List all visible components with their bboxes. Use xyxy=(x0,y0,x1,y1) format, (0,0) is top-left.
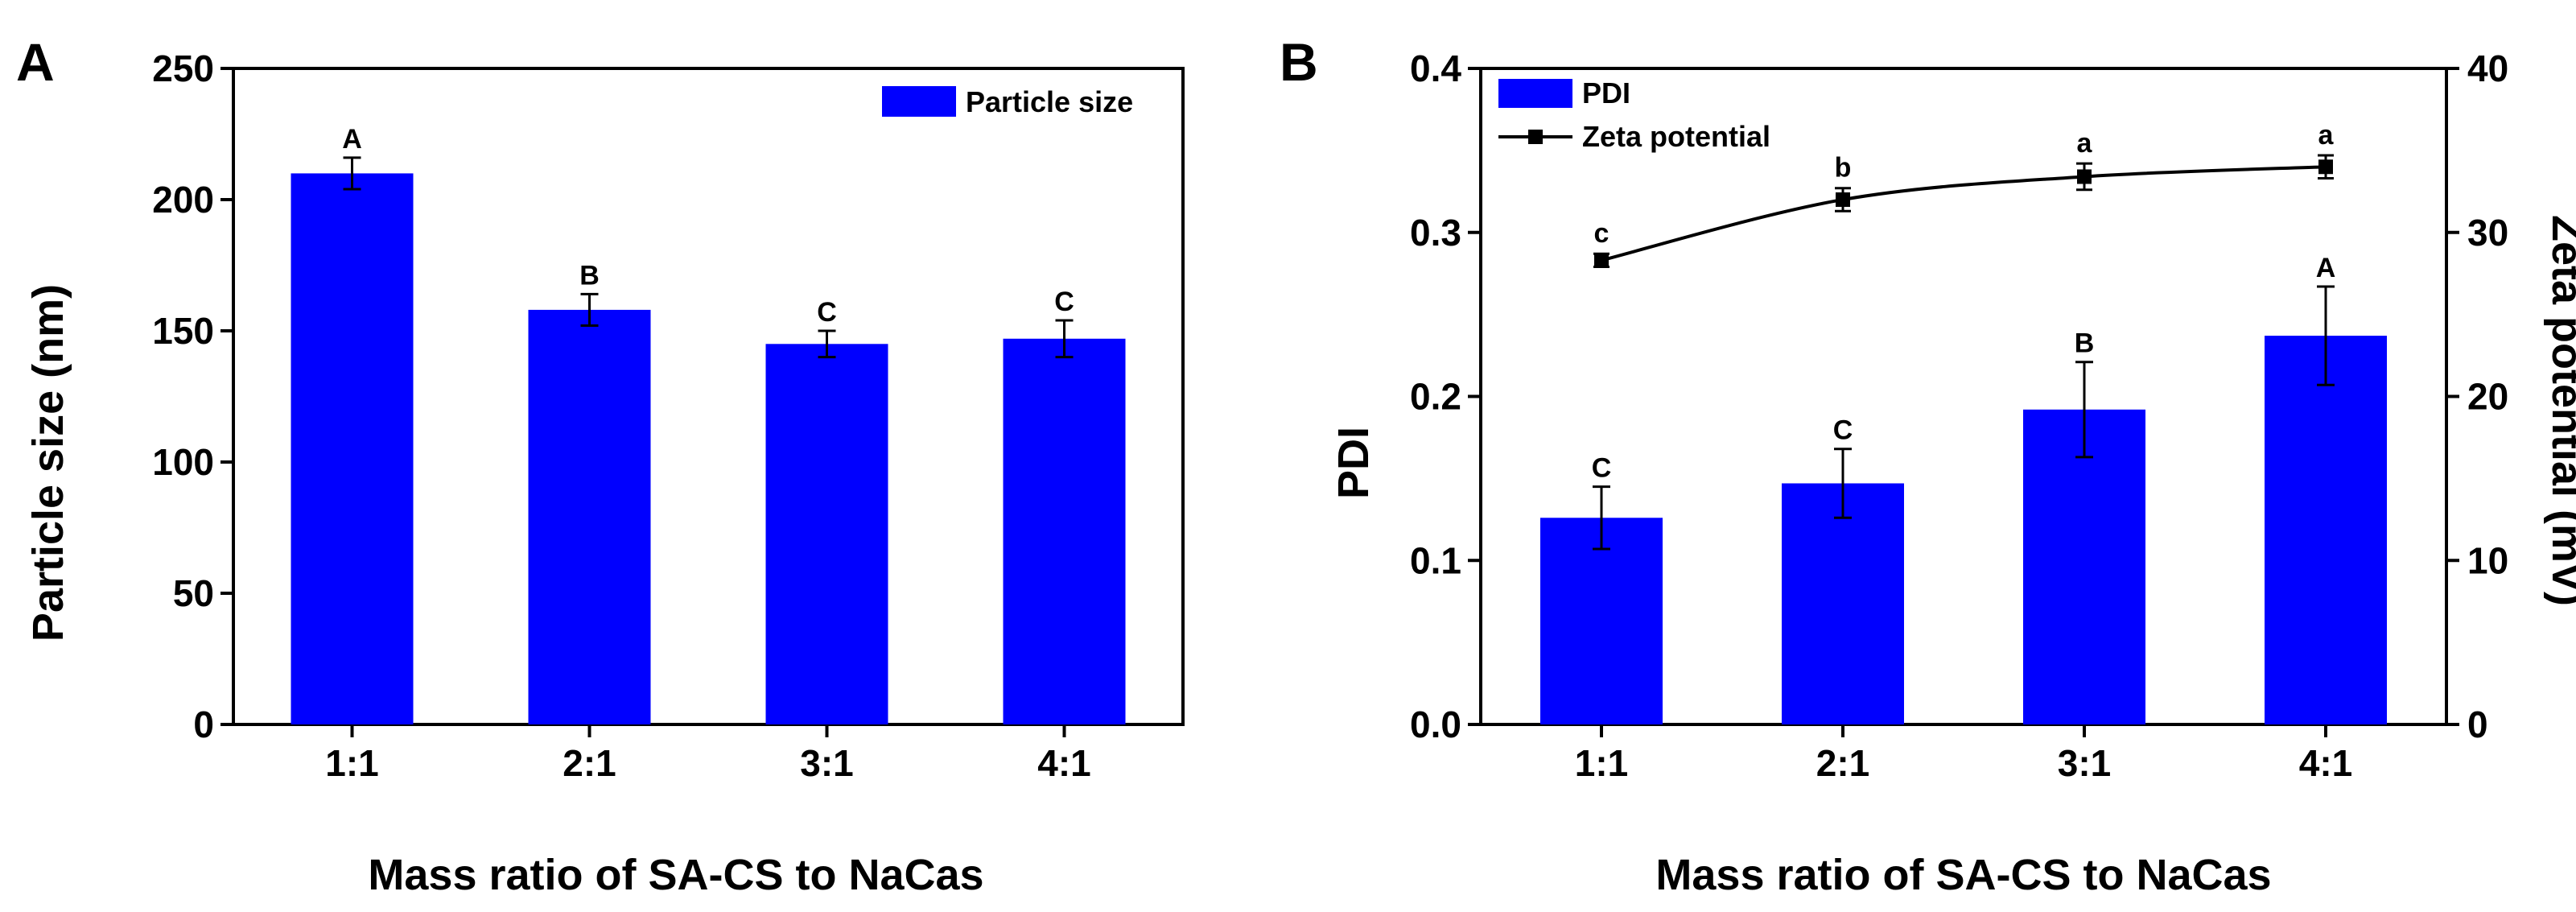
panel-b-y-tick-label: 0.2 xyxy=(1410,376,1461,418)
panel-b-bar-significance-label: C xyxy=(1833,415,1853,446)
panel-b-y2-tick-label: 20 xyxy=(2467,376,2508,418)
panel-a-y-tick-label: 0 xyxy=(193,704,214,745)
panel-b-zeta-point xyxy=(1836,192,1850,207)
panel-b-y2-tick-label: 0 xyxy=(2467,704,2488,745)
panel-b-y-tick-label: 0.1 xyxy=(1410,539,1461,581)
panel-b-bar xyxy=(1540,518,1663,724)
panel-b-zeta-point xyxy=(2318,159,2333,175)
panel-a-y-tick-label: 250 xyxy=(152,47,214,89)
panel-a-bar xyxy=(528,309,651,724)
panel-b-x-axis-title: Mass ratio of SA-CS to NaCas xyxy=(1655,851,2271,899)
panel-a-letter: A xyxy=(16,32,55,92)
panel-b-y-tick-label: 0.3 xyxy=(1410,212,1461,254)
panel-a-bar-significance-label: C xyxy=(817,297,837,328)
panel-b-x-tick-label: 3:1 xyxy=(2058,742,2111,784)
panel-a-x-tick-label: 2:1 xyxy=(563,742,616,784)
panel-b-y-tick-label: 0.0 xyxy=(1410,704,1461,745)
panel-b-y2-tick-label: 30 xyxy=(2467,212,2508,254)
panel-b-zeta-significance-label: c xyxy=(1594,218,1609,249)
panel-b-zeta-significance-label: a xyxy=(2318,120,2335,151)
panel-b-bar xyxy=(2023,409,2145,724)
panel-a: A Particle size (nm) Mass ratio of SA-CS… xyxy=(16,32,1185,899)
panel-a-bar-significance-label: B xyxy=(579,260,600,291)
panel-a-y-tick-label: 50 xyxy=(173,572,214,614)
panel-a-x-tick-label: 3:1 xyxy=(800,742,853,784)
panel-a-y-axis-title: Particle size (nm) xyxy=(24,284,72,642)
panel-b-y-tick-label: 0.4 xyxy=(1410,47,1461,89)
panel-b-legend-marker xyxy=(1528,130,1543,144)
panel-b-letter: B xyxy=(1280,32,1318,92)
panel-b-bar-significance-label: A xyxy=(2316,253,2336,283)
panel-b-x-tick-label: 4:1 xyxy=(2299,742,2352,784)
panel-b-bar-significance-label: C xyxy=(1592,453,1612,484)
panel-a-x-axis-title: Mass ratio of SA-CS to NaCas xyxy=(368,851,983,899)
panel-a-bar xyxy=(291,173,414,724)
panel-b-y2-tick-label: 40 xyxy=(2467,47,2508,89)
panel-a-plot-area: 0 50 100 150 200 250 1:1 2:1 3:1 4:1 A B C C xyxy=(152,47,1185,784)
panel-a-x-tick-label: 1:1 xyxy=(325,742,378,784)
panel-b-legend-bar-swatch xyxy=(1498,79,1572,108)
panel-a-bar xyxy=(765,344,888,724)
panel-b-x-tick-label: 2:1 xyxy=(1816,742,1869,784)
panel-b: B PDI Zeta potential (mV) Mass ratio of … xyxy=(1280,32,2576,899)
panel-b-legend-label-pdi: PDI xyxy=(1582,76,1630,109)
panel-b-bar xyxy=(1782,483,1904,724)
panel-b-y2-tick-label: 10 xyxy=(2467,539,2508,581)
panel-b-zeta-significance-label: a xyxy=(2077,128,2093,159)
panel-b-y-axis-title: PDI xyxy=(1329,427,1378,499)
panel-a-y-tick-label: 150 xyxy=(152,310,214,352)
panel-b-zeta-significance-label: b xyxy=(1835,153,1852,184)
panel-a-bar-significance-label: A xyxy=(342,124,362,155)
panel-b-zeta-point xyxy=(2077,169,2092,184)
panel-b-legend-label-zeta: Zeta potential xyxy=(1582,120,1770,153)
panel-b-plot-area: 0.0 0.1 0.2 0.3 0.4 1:1 2:1 3:1 4:1 C C B A 0 10 20 30 40… xyxy=(1410,47,2508,784)
panel-b-zeta-line xyxy=(1601,165,2327,262)
panel-b-bar xyxy=(2265,336,2387,724)
panel-b-legend: PDI Zeta potential xyxy=(1498,76,1770,153)
panel-a-y-tick-label: 200 xyxy=(152,179,214,221)
panel-a-y-tick-label: 100 xyxy=(152,441,214,483)
panel-a-legend-swatch xyxy=(882,86,956,117)
panel-a-legend: Particle size xyxy=(882,85,1133,118)
panel-a-bar xyxy=(1003,338,1126,724)
panel-a-x-tick-label: 4:1 xyxy=(1037,742,1090,784)
panel-a-legend-label: Particle size xyxy=(966,85,1133,118)
panel-b-bar-significance-label: B xyxy=(2075,328,2095,359)
panel-b-zeta-point xyxy=(1594,253,1609,268)
panel-a-bar-significance-label: C xyxy=(1054,287,1074,317)
panel-a-axes-frame xyxy=(232,67,1185,726)
panel-b-x-tick-label: 1:1 xyxy=(1575,742,1628,784)
panel-b-y2-axis-title: Zeta potential (mV) xyxy=(2543,215,2576,606)
